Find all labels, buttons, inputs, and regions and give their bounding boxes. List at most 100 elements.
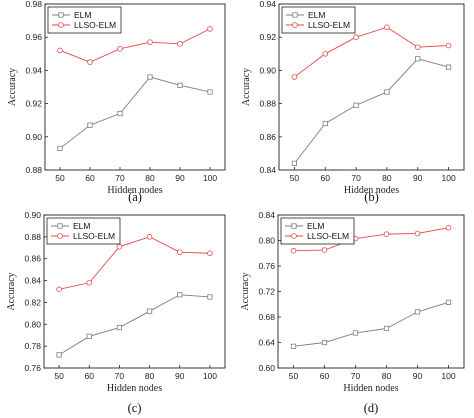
x-tick-label: 90 [413,371,423,381]
data-point [207,26,213,32]
data-point [117,110,123,117]
data-point [414,44,421,50]
y-tick-label: 0.86 [24,254,41,264]
data-point [56,352,62,358]
data-point [321,339,328,346]
data-point [290,343,297,349]
series-line [59,28,211,63]
y-tick-label: 0.72 [258,287,275,297]
x-tick-label: 100 [441,371,455,381]
data-point [321,247,328,253]
series-line [294,58,449,164]
x-tick-label: 60 [321,173,331,183]
x-tick-label: 80 [145,371,155,381]
data-point [290,247,297,254]
data-point [352,330,359,336]
data-point [415,56,421,62]
x-tick-label: 60 [85,173,95,183]
data-point [384,89,390,95]
legend-label: ELM [308,10,325,20]
x-tick-label: 70 [351,173,361,183]
data-point [86,333,92,339]
x-tick-label: 70 [351,371,361,381]
data-point [322,120,328,127]
chart-panel: 50 60 70 80 90 100 0.84 0.86 0.88 0.90 0.92 0.94 Hid… [241,0,465,204]
data-point [176,249,183,255]
y-axis-label: Accuracy [6,272,17,310]
data-point [116,324,123,331]
y-axis-label: Accuracy [241,68,252,106]
data-point [87,59,93,65]
x-axis-label: Hidden nodes [107,185,162,196]
x-tick-label: 90 [175,173,185,183]
data-point [116,243,123,250]
y-tick-label: 0.76 [24,363,41,373]
panel-caption: (c) [128,401,142,415]
legend-label: LLSO-ELM [308,20,350,30]
legend-label: LLSO-ELM [307,231,349,241]
data-point [87,122,93,128]
data-point [291,160,298,166]
data-point [445,42,452,49]
legend-marker [57,233,63,239]
chart-panel: 50 60 70 80 90 100 0.60 0.64 0.68 0.72 0.76 0.80 0.8… [240,210,465,415]
y-tick-label: 0.80 [24,319,41,329]
legend-marker [292,12,298,18]
data-point [57,47,63,54]
y-tick-label: 0.96 [25,32,42,42]
data-point [86,279,93,286]
panel-caption: (d) [364,401,379,415]
y-tick-label: 0.68 [258,312,275,322]
legend-marker [58,12,64,18]
x-tick-label: 50 [54,371,64,381]
data-point [207,250,213,257]
y-tick-label: 0.98 [25,0,42,9]
y-tick-label: 0.92 [25,99,42,109]
data-point [177,82,183,88]
x-tick-label: 50 [290,173,300,183]
data-point [445,64,452,70]
x-axis-label: Hidden nodes [343,383,398,394]
y-axis-label: Accuracy [240,272,251,310]
legend-label: LLSO-ELM [74,20,116,30]
data-point [117,46,123,52]
panel-caption: (b) [364,190,379,204]
x-tick-label: 100 [203,173,217,183]
legend-marker [291,223,297,229]
legend-box [46,217,121,245]
y-tick-label: 0.82 [24,297,41,307]
data-point [146,234,153,240]
series-line [293,301,449,347]
legend-box [47,6,122,34]
series-line [294,26,449,78]
legend-label: LLSO-ELM [73,231,115,241]
x-tick-label: 100 [203,371,217,381]
plot-frame [278,3,465,171]
data-point [322,50,329,57]
x-axis-label: Hidden nodes [107,383,162,394]
plot-frame [44,3,226,171]
y-tick-label: 0.64 [258,338,275,348]
x-tick-label: 60 [85,371,95,381]
legend-marker [291,233,297,239]
data-point [146,308,153,314]
y-tick-label: 0.84 [259,165,276,175]
x-tick-label: 70 [115,371,125,381]
data-point [147,74,153,80]
legend-box [281,6,356,34]
legend-label: ELM [307,221,324,231]
y-tick-label: 0.80 [258,236,275,246]
series-line [58,294,210,356]
x-tick-label: 80 [382,173,392,183]
legend-box [280,217,355,245]
legend-label: ELM [74,10,91,20]
data-point [383,325,390,332]
y-tick-label: 0.90 [24,210,41,220]
x-tick-label: 90 [413,173,423,183]
y-tick-label: 0.90 [259,65,276,75]
y-tick-label: 0.88 [24,232,41,242]
x-tick-label: 80 [382,371,392,381]
